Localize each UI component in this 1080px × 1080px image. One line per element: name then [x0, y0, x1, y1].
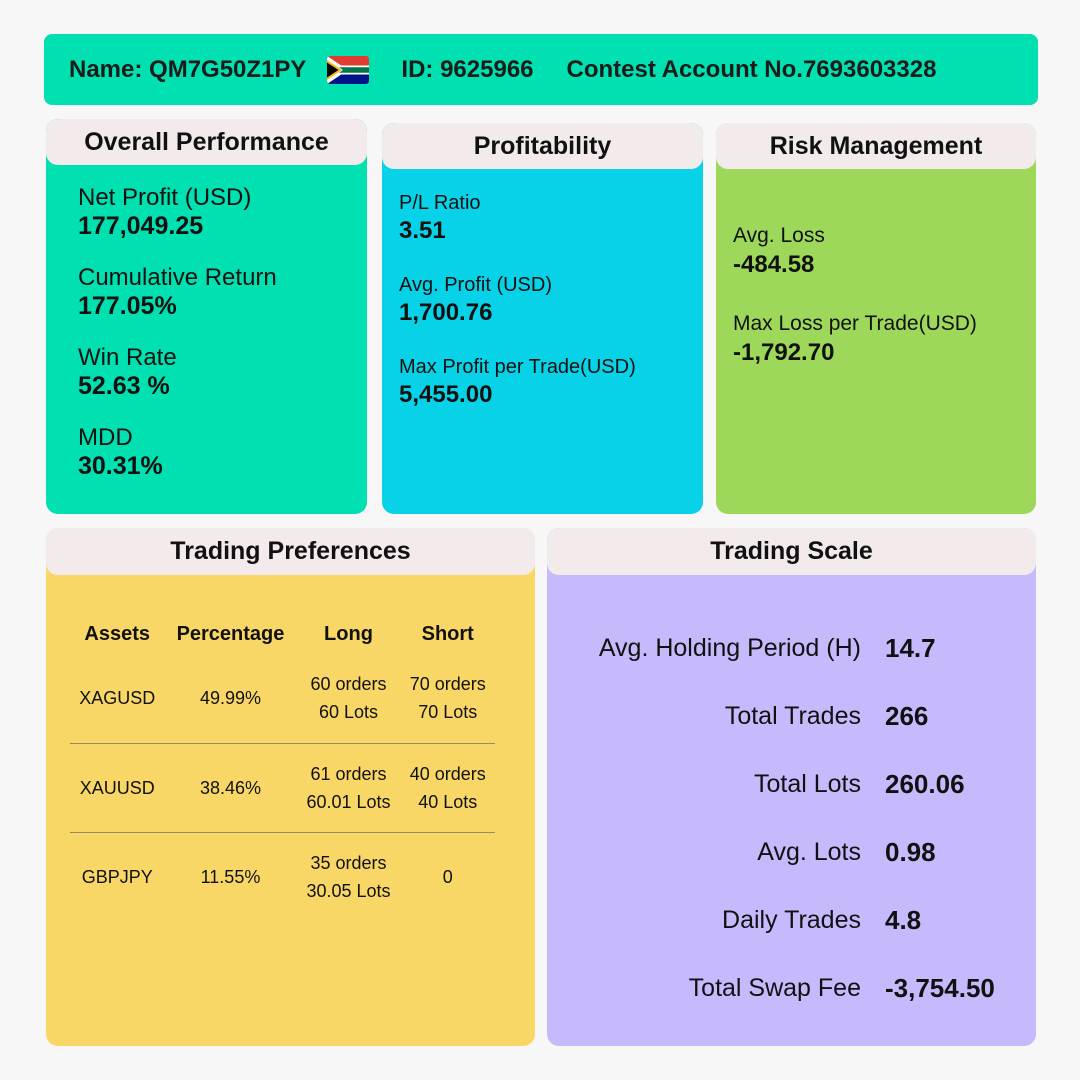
- pl-ratio-value: 3.51: [399, 217, 446, 244]
- table-row: GBPJPY 11.55% 35 orders 30.05 Lots 0: [70, 832, 495, 921]
- risk-metrics: Avg. Loss -484.58 Max Loss per Trade(USD…: [733, 223, 977, 399]
- daily-trades-value: 4.8: [885, 904, 922, 935]
- risk-management-card: Risk Management Avg. Loss -484.58 Max Lo…: [716, 123, 1036, 514]
- total-lots-label: Total Lots: [753, 769, 861, 798]
- trading-preferences-title: Trading Preferences: [46, 528, 535, 575]
- short-lots: 40 Lots: [418, 791, 478, 812]
- short-orders: 0: [442, 866, 453, 887]
- win-rate-label: Win Rate: [78, 344, 177, 371]
- list-item: Avg. Holding Period (H) 14.7: [547, 614, 1036, 682]
- long-cell: 35 orders 30.05 Lots: [297, 832, 401, 921]
- total-trades-value: 266: [885, 700, 929, 731]
- short-cell: 0: [400, 832, 495, 921]
- long-lots: 30.05 Lots: [306, 880, 391, 901]
- percentage-cell: 49.99%: [164, 654, 297, 744]
- profitability-card: Profitability P/L Ratio 3.51 Avg. Profit…: [382, 123, 703, 514]
- column-header-short: Short: [421, 622, 474, 645]
- avg-lots-value: 0.98: [885, 836, 936, 867]
- list-item: Daily Trades 4.8: [547, 886, 1036, 954]
- avg-profit-label: Avg. Profit (USD): [399, 274, 552, 296]
- avg-loss-label: Avg. Loss: [733, 224, 825, 247]
- avg-holding-period-value: 14.7: [885, 632, 936, 663]
- total-trades-label: Total Trades: [724, 701, 861, 730]
- column-header-percentage: Percentage: [176, 622, 285, 645]
- avg-holding-period-label: Avg. Holding Period (H): [598, 633, 861, 662]
- column-header-assets: Assets: [84, 622, 151, 645]
- contest-account-number: Contest Account No.7693603328: [566, 55, 937, 83]
- mdd-value: 30.31%: [78, 452, 163, 480]
- avg-loss-value: -484.58: [733, 251, 815, 278]
- south-africa-flag-icon: [327, 55, 370, 84]
- avg-profit-value: 1,700.76: [399, 299, 493, 326]
- trading-scale-title: Trading Scale: [547, 528, 1036, 575]
- long-cell: 61 orders 60.01 Lots: [296, 743, 401, 833]
- table-row: XAGUSD 49.99% 60 orders 60 Lots 70 order…: [70, 654, 495, 744]
- asset-cell: GBPJPY: [81, 866, 153, 887]
- percentage-cell: 38.46%: [164, 743, 297, 833]
- asset-cell: XAGUSD: [70, 654, 165, 744]
- long-orders: 35 orders: [310, 852, 387, 873]
- cumulative-return-label: Cumulative Return: [78, 264, 277, 291]
- trading-scale-list: Avg. Holding Period (H) 14.7 Total Trade…: [547, 614, 1036, 1022]
- short-lots: 70 Lots: [418, 702, 478, 723]
- total-lots-value: 260.06: [885, 768, 965, 799]
- short-cell: 40 orders 40 Lots: [400, 743, 495, 833]
- percentage-cell: 11.55%: [200, 866, 261, 887]
- total-swap-fee-label: Total Swap Fee: [688, 973, 861, 1002]
- total-swap-fee-value: -3,754.50: [885, 972, 995, 1003]
- mdd-label: MDD: [78, 424, 133, 451]
- win-rate-value: 52.63 %: [78, 372, 170, 400]
- list-item: Total Swap Fee -3,754.50: [547, 954, 1036, 1022]
- max-profit-label: Max Profit per Trade(USD): [399, 356, 636, 378]
- profitability-metrics: P/L Ratio 3.51 Avg. Profit (USD) 1,700.7…: [399, 191, 636, 437]
- long-orders: 60 orders: [310, 674, 387, 695]
- column-header-long: Long: [324, 622, 373, 645]
- short-orders: 70 orders: [409, 674, 486, 695]
- daily-trades-label: Daily Trades: [722, 905, 861, 934]
- profitability-title: Profitability: [382, 123, 703, 169]
- short-cell: 70 orders 70 Lots: [400, 654, 495, 744]
- preferences-table: Assets Percentage Long Short XAGUSD 49.9…: [70, 614, 495, 921]
- account-name: Name: QM7G50Z1PY: [69, 55, 307, 83]
- long-orders: 61 orders: [310, 763, 387, 784]
- list-item: Total Lots 260.06: [547, 750, 1036, 818]
- account-id: ID: 9625966: [401, 55, 534, 83]
- avg-lots-label: Avg. Lots: [757, 837, 861, 866]
- net-profit-label: Net Profit (USD): [78, 184, 252, 211]
- overall-performance-title: Overall Performance: [46, 119, 367, 165]
- pl-ratio-label: P/L Ratio: [399, 192, 481, 214]
- table-row: XAUUSD 38.46% 61 orders 60.01 Lots 40 or…: [70, 743, 495, 833]
- cumulative-return-value: 177.05%: [78, 292, 177, 320]
- risk-management-title: Risk Management: [716, 123, 1036, 169]
- trading-scale-card: Trading Scale Avg. Holding Period (H) 14…: [547, 528, 1036, 1046]
- overall-performance-card: Overall Performance Net Profit (USD) 177…: [46, 119, 367, 514]
- max-loss-value: -1,792.70: [733, 339, 835, 366]
- max-loss-label: Max Loss per Trade(USD): [733, 312, 977, 335]
- max-profit-value: 5,455.00: [399, 381, 493, 408]
- long-lots: 60 Lots: [318, 702, 378, 723]
- table-header-row: Assets Percentage Long Short: [70, 614, 495, 654]
- long-cell: 60 orders 60 Lots: [296, 654, 401, 744]
- net-profit-value: 177,049.25: [78, 212, 204, 240]
- short-orders: 40 orders: [409, 763, 486, 784]
- list-item: Avg. Lots 0.98: [547, 818, 1036, 886]
- asset-cell: XAUUSD: [70, 743, 165, 833]
- long-lots: 60.01 Lots: [306, 791, 391, 812]
- overall-metrics: Net Profit (USD) 177,049.25 Cumulative R…: [78, 185, 277, 505]
- trading-preferences-card: Trading Preferences Assets Percentage Lo…: [46, 528, 535, 1046]
- list-item: Total Trades 266: [547, 682, 1036, 750]
- account-header: Name: QM7G50Z1PY ID: 9625966 Contest Acc…: [44, 34, 1038, 105]
